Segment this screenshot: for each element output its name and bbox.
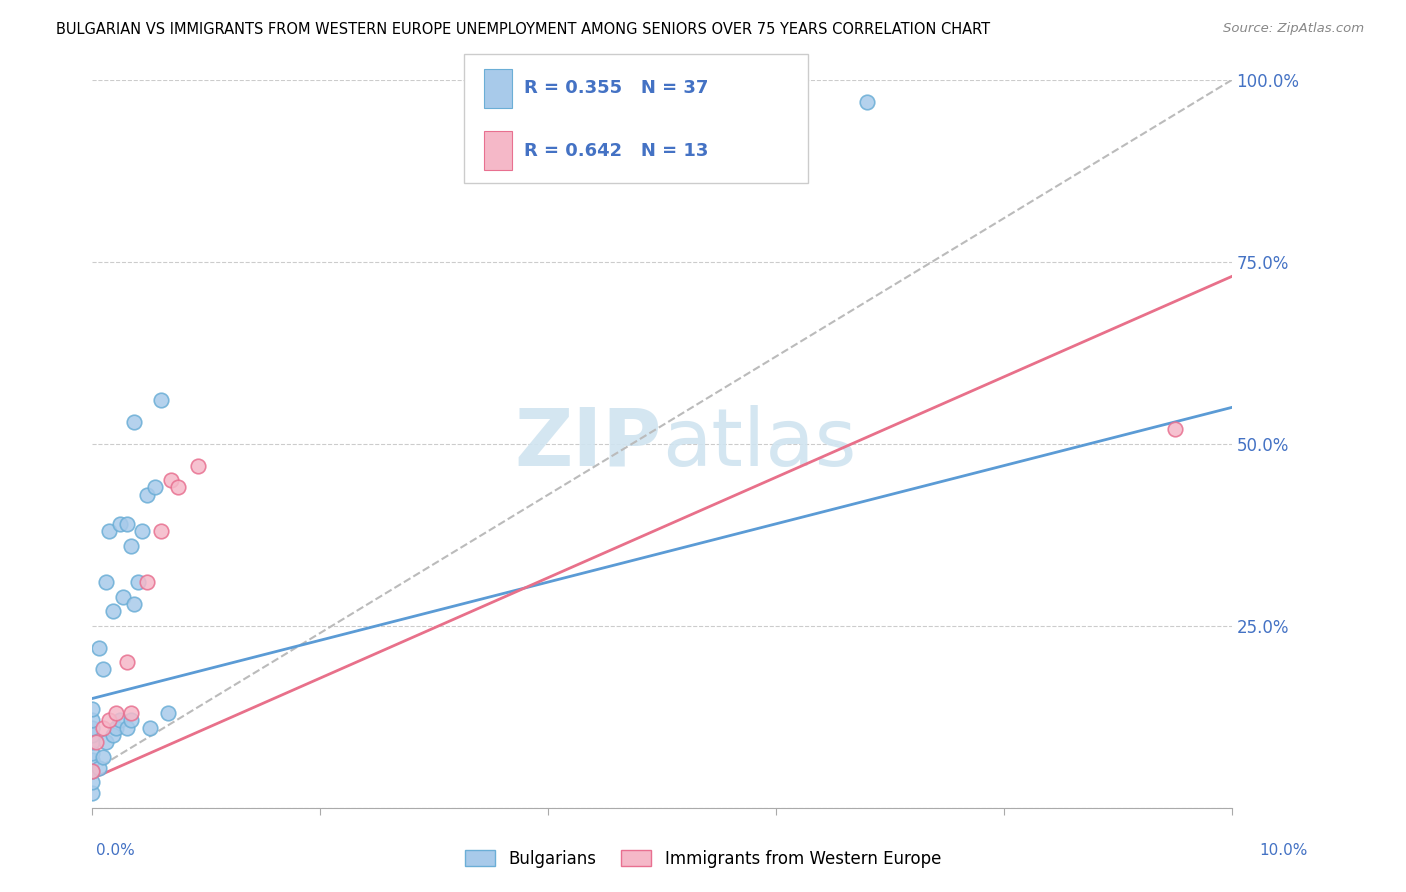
Point: [108, 714, 131, 728]
Point: [82, 735, 104, 749]
Point: [149, 393, 172, 408]
Point: [82, 764, 104, 779]
Point: [143, 480, 166, 494]
Point: [120, 714, 142, 728]
Point: [136, 488, 159, 502]
Point: [82, 721, 104, 735]
Point: [115, 655, 138, 669]
Point: [187, 458, 209, 473]
Point: [160, 473, 183, 487]
Point: [98, 714, 121, 728]
Point: [94, 735, 117, 749]
Point: [82, 702, 104, 716]
Point: [131, 524, 153, 538]
Point: [84, 735, 107, 749]
Point: [166, 480, 188, 494]
Point: [139, 721, 162, 735]
Text: R = 0.355   N = 37: R = 0.355 N = 37: [524, 79, 709, 97]
Point: [82, 786, 104, 800]
Point: [124, 415, 146, 429]
Text: 0.0%: 0.0%: [96, 843, 135, 858]
Point: [105, 706, 128, 720]
Point: [124, 597, 146, 611]
Point: [82, 746, 104, 760]
Point: [98, 524, 121, 538]
Point: [1164, 422, 1187, 436]
Point: [82, 753, 104, 767]
Point: [82, 764, 104, 779]
Point: [82, 728, 104, 742]
Point: [82, 714, 104, 728]
Point: [101, 728, 124, 742]
Point: [91, 721, 114, 735]
Point: [101, 604, 124, 618]
Text: Source: ZipAtlas.com: Source: ZipAtlas.com: [1223, 22, 1364, 36]
Point: [94, 575, 117, 590]
Point: [856, 95, 879, 109]
Text: 10.0%: 10.0%: [1260, 843, 1308, 858]
Point: [91, 662, 114, 676]
Point: [136, 575, 159, 590]
Legend: Bulgarians, Immigrants from Western Europe: Bulgarians, Immigrants from Western Euro…: [458, 844, 948, 875]
Point: [89, 761, 111, 775]
Point: [156, 706, 179, 720]
Point: [89, 640, 111, 655]
Text: BULGARIAN VS IMMIGRANTS FROM WESTERN EUROPE UNEMPLOYMENT AMONG SENIORS OVER 75 Y: BULGARIAN VS IMMIGRANTS FROM WESTERN EUR…: [56, 22, 990, 37]
Point: [82, 775, 104, 789]
Point: [105, 721, 128, 735]
Point: [120, 539, 142, 553]
Text: atlas: atlas: [662, 405, 856, 483]
Point: [91, 749, 114, 764]
Point: [115, 721, 138, 735]
Point: [120, 706, 142, 720]
Text: ZIP: ZIP: [515, 405, 662, 483]
Text: R = 0.642   N = 13: R = 0.642 N = 13: [524, 142, 709, 160]
Point: [108, 516, 131, 531]
Point: [127, 575, 149, 590]
Point: [115, 516, 138, 531]
Point: [112, 590, 135, 604]
Point: [149, 524, 172, 538]
